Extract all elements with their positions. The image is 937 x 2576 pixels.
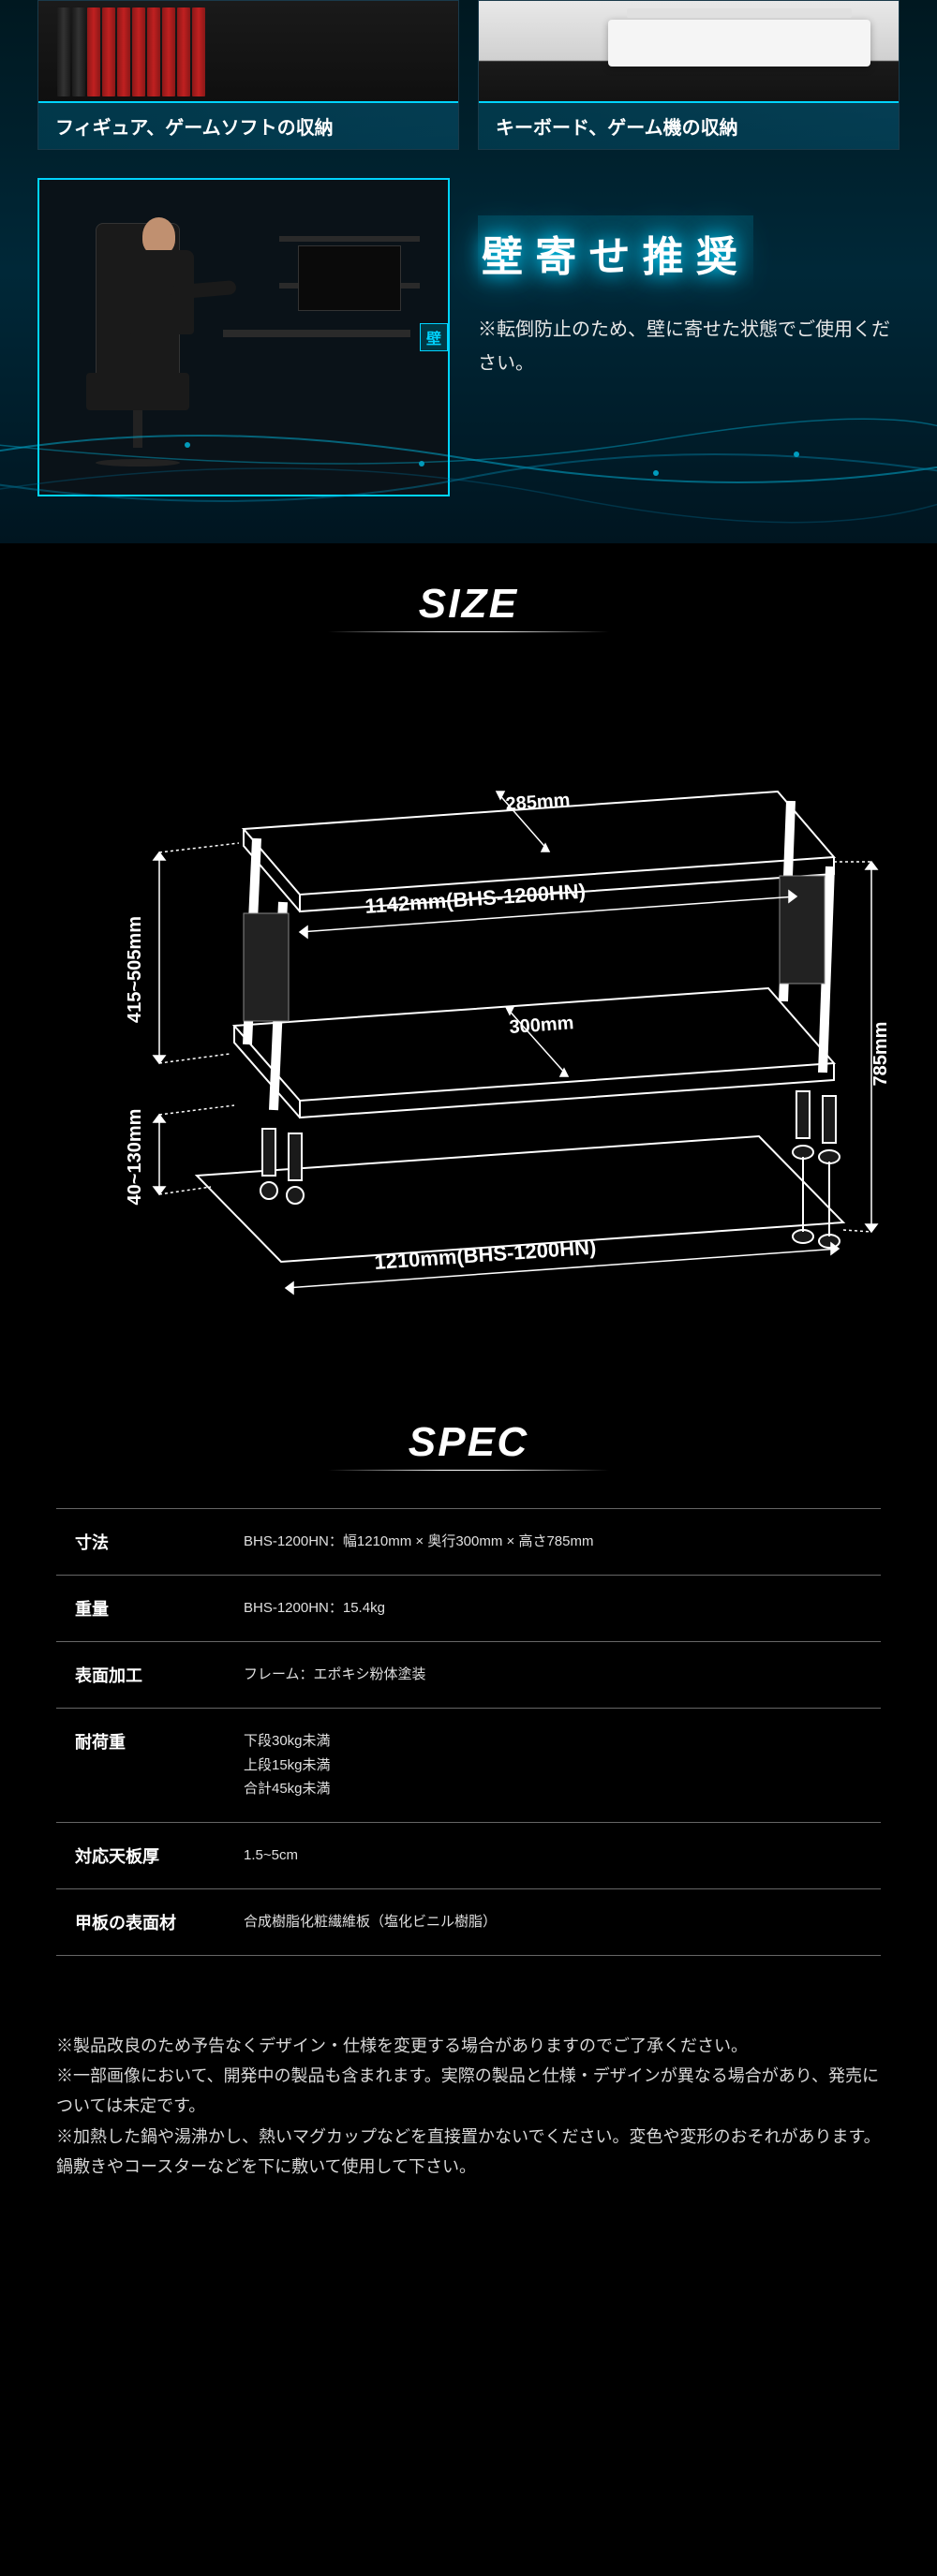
spec-row: 表面加工フレーム：エポキシ粉体塗装 [56,1642,881,1709]
spec-label: 重量 [56,1576,225,1642]
spec-row: 耐荷重下段30kg未満 上段15kg未満 合計45kg未満 [56,1709,881,1823]
dim-height-lower: 40~130mm [125,1109,145,1206]
disclaimer-line: ※加熱した鍋や湯沸かし、熱いマグカップなどを直接置かないでください。変色や変形の… [56,2122,881,2183]
size-section: SIZE [0,543,937,1382]
spec-label: 対応天板厚 [56,1822,225,1888]
wall-description: ※転倒防止のため、壁に寄せた状態でご使用ください。 [478,313,900,380]
disclaimer-line: ※製品改良のため予告なくデザイン・仕様を変更する場合がありますのでご了承ください… [56,2031,881,2061]
spec-label: 甲板の表面材 [56,1888,225,1955]
dim-depth-mid: 300mm [509,1013,574,1038]
spec-value: 1.5~5cm [225,1822,881,1888]
disclaimer-block: ※製品改良のため予告なくデザイン・仕様を変更する場合がありますのでご了承ください… [0,1993,937,2239]
desk-graphic [223,236,429,480]
wall-usage-image: 壁 [37,178,450,496]
size-diagram: 285mm 1142mm(BHS-1200HN) 300mm 1210mm(BH… [47,670,890,1325]
spec-label: 耐荷重 [56,1709,225,1823]
game-cases-graphic [38,1,458,104]
storage-label-left: フィギュア、ゲームソフトの収納 [38,101,458,149]
spec-row: 重量BHS-1200HN：15.4kg [56,1576,881,1642]
console-graphic [608,20,870,67]
dim-depth-top: 285mm [505,790,571,815]
spec-title: SPEC [0,1419,937,1471]
spec-section: SPEC 寸法BHS-1200HN：幅1210mm × 奥行300mm × 高さ… [0,1382,937,1993]
spec-value: BHS-1200HN：幅1210mm × 奥行300mm × 高さ785mm [225,1509,881,1576]
person-graphic [114,217,227,386]
spec-value: BHS-1200HN：15.4kg [225,1576,881,1642]
spec-label: 表面加工 [56,1642,225,1709]
storage-row: フィギュア、ゲームソフトの収納 キーボード、ゲーム機の収納 [0,0,937,150]
dim-width-inner: 1142mm(BHS-1200HN) [364,880,587,918]
disclaimer-line: ※一部画像において、開発中の製品も含まれます。実際の製品と仕様・デザインが異なる… [56,2061,881,2122]
spec-value: 下段30kg未満 上段15kg未満 合計45kg未満 [225,1709,881,1823]
spec-table: 寸法BHS-1200HN：幅1210mm × 奥行300mm × 高さ785mm… [56,1508,881,1956]
spec-row: 対応天板厚1.5~5cm [56,1822,881,1888]
storage-card-keyboard: キーボード、ゲーム機の収納 [478,0,900,150]
storage-card-figures: フィギュア、ゲームソフトの収納 [37,0,459,150]
wall-recommendation: 壁 壁寄せ推奨 ※転倒防止のため、壁に寄せた状態でご使用ください。 [0,150,937,506]
spec-value: フレーム：エポキシ粉体塗装 [225,1642,881,1709]
wall-title: 壁寄せ推奨 [478,215,753,290]
wall-text-block: 壁寄せ推奨 ※転倒防止のため、壁に寄せた状態でご使用ください。 [478,178,900,478]
spec-value: 合成樹脂化粧繊維板（塩化ビニル樹脂） [225,1888,881,1955]
storage-label-right: キーボード、ゲーム機の収納 [479,101,899,149]
spec-row: 寸法BHS-1200HN：幅1210mm × 奥行300mm × 高さ785mm [56,1509,881,1576]
wall-badge: 壁 [420,323,448,351]
size-title: SIZE [0,581,937,632]
top-feature-section: フィギュア、ゲームソフトの収納 キーボード、ゲーム機の収納 壁 壁寄せ推奨 ※転… [0,0,937,543]
dim-height-upper: 415~505mm [125,916,145,1023]
spec-row: 甲板の表面材合成樹脂化粧繊維板（塩化ビニル樹脂） [56,1888,881,1955]
spec-label: 寸法 [56,1509,225,1576]
dim-height-total: 785mm [870,1022,890,1087]
